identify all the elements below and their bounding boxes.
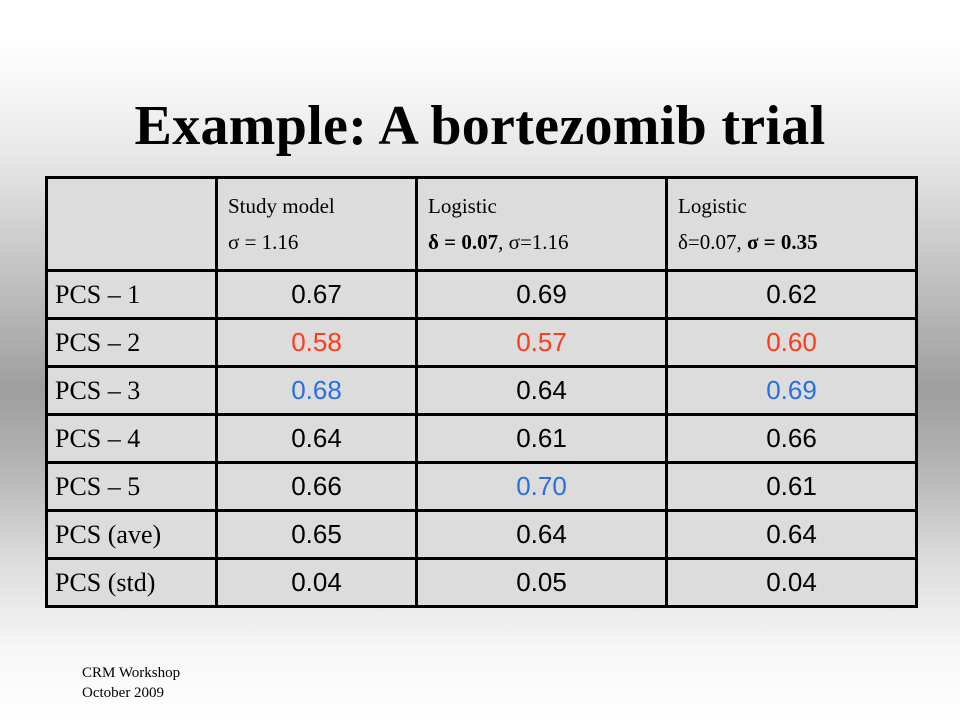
- table-row-pcs-3: PCS – 3 0.68 0.64 0.69: [45, 365, 918, 416]
- row-label: PCS – 5: [45, 461, 218, 512]
- value-cell: 0.58: [215, 317, 418, 368]
- value-cell: 0.70: [415, 461, 668, 512]
- value-cell: 0.69: [665, 365, 918, 416]
- footer-workshop-name: CRM Workshop: [82, 665, 181, 681]
- header-logistic-1-delta: δ = 0.07: [428, 230, 499, 254]
- table-row-pcs-ave: PCS (ave) 0.65 0.64 0.64: [45, 509, 918, 560]
- value-cell: 0.66: [215, 461, 418, 512]
- value-cell: 0.65: [215, 509, 418, 560]
- value-cell: 0.68: [215, 365, 418, 416]
- row-label: PCS (ave): [45, 509, 218, 560]
- table-row-pcs-1: PCS – 1 0.67 0.69 0.62: [45, 269, 918, 320]
- header-study-model-sigma: σ = 1.16: [228, 230, 299, 254]
- slide-title: Example: A bortezomib trial: [134, 95, 826, 157]
- table-row-pcs-5: PCS – 5 0.66 0.70 0.61: [45, 461, 918, 512]
- value-cell: 0.64: [415, 365, 668, 416]
- value-cell: 0.67: [215, 269, 418, 320]
- header-cell-logistic-2: Logistic δ=0.07, σ = 0.35: [665, 176, 918, 272]
- header-logistic-2-delta: δ=0.07,: [678, 230, 747, 254]
- row-label: PCS – 4: [45, 413, 218, 464]
- value-cell: 0.04: [215, 557, 418, 608]
- row-label: PCS – 1: [45, 269, 218, 320]
- value-cell: 0.61: [415, 413, 668, 464]
- header-cell-study-model: Study model σ = 1.16: [215, 176, 418, 272]
- header-logistic-2-label: Logistic: [678, 194, 747, 218]
- value-cell: 0.60: [665, 317, 918, 368]
- table-row-pcs-2: PCS – 2 0.58 0.57 0.60: [45, 317, 918, 368]
- row-label: PCS – 3: [45, 365, 218, 416]
- header-cell-logistic-1: Logistic δ = 0.07, σ=1.16: [415, 176, 668, 272]
- header-cell-empty: [45, 176, 218, 272]
- footer-date: October 2009: [82, 685, 165, 701]
- value-cell: 0.61: [665, 461, 918, 512]
- header-study-model-label: Study model: [228, 194, 335, 218]
- table-row-pcs-std: PCS (std) 0.04 0.05 0.04: [45, 557, 918, 608]
- value-cell: 0.62: [665, 269, 918, 320]
- row-label: PCS (std): [45, 557, 218, 608]
- value-cell: 0.57: [415, 317, 668, 368]
- header-logistic-1-params: δ = 0.07, σ=1.16: [428, 224, 665, 260]
- value-cell: 0.04: [665, 557, 918, 608]
- value-cell: 0.69: [415, 269, 668, 320]
- table-header-row: Study model σ = 1.16 Logistic δ = 0.07, …: [45, 176, 918, 272]
- table-row-pcs-4: PCS – 4 0.64 0.61 0.66: [45, 413, 918, 464]
- header-logistic-2-sigma: σ = 0.35: [747, 230, 818, 254]
- value-cell: 0.64: [665, 509, 918, 560]
- header-logistic-1-label: Logistic: [428, 194, 497, 218]
- value-cell: 0.64: [215, 413, 418, 464]
- slide-footer: CRM Workshop October 2009: [82, 663, 180, 703]
- results-table: Study model σ = 1.16 Logistic δ = 0.07, …: [45, 176, 918, 608]
- value-cell: 0.05: [415, 557, 668, 608]
- value-cell: 0.66: [665, 413, 918, 464]
- header-logistic-2-params: δ=0.07, σ = 0.35: [678, 224, 915, 260]
- value-cell: 0.64: [415, 509, 668, 560]
- row-label: PCS – 2: [45, 317, 218, 368]
- header-logistic-1-sigma: , σ=1.16: [498, 230, 569, 254]
